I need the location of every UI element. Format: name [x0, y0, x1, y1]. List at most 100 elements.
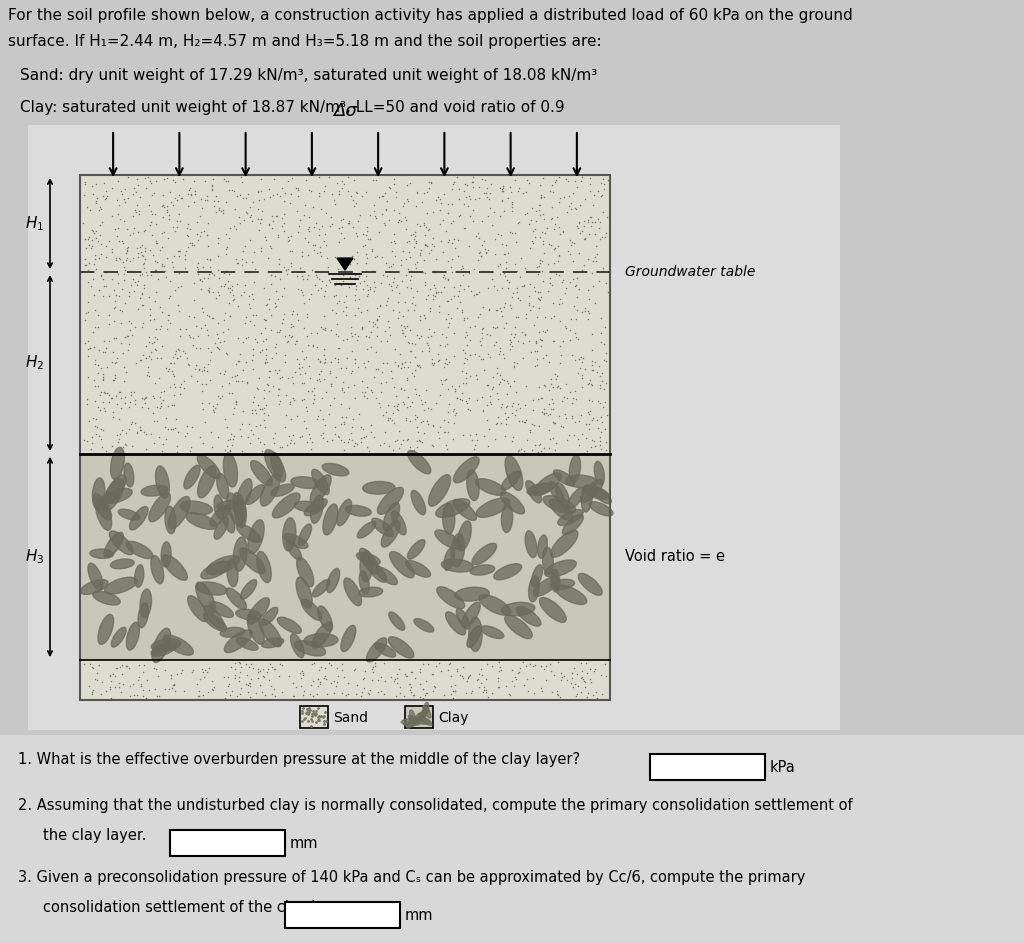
- Point: [543, 656, 559, 671]
- Point: [291, 218, 307, 233]
- Point: [85, 660, 101, 675]
- Point: [595, 172, 611, 187]
- Ellipse shape: [455, 587, 489, 601]
- Ellipse shape: [551, 579, 574, 589]
- Point: [96, 175, 113, 190]
- Point: [125, 251, 141, 266]
- Point: [341, 279, 357, 294]
- Point: [582, 184, 598, 199]
- Ellipse shape: [248, 598, 269, 624]
- Point: [254, 402, 270, 417]
- Point: [420, 338, 436, 353]
- Point: [108, 288, 124, 303]
- Point: [541, 382, 557, 397]
- Point: [474, 322, 490, 337]
- Point: [200, 664, 216, 679]
- Point: [302, 184, 318, 199]
- Point: [368, 280, 384, 295]
- Point: [458, 190, 474, 205]
- Point: [84, 685, 100, 700]
- Point: [94, 394, 111, 409]
- Point: [294, 703, 310, 719]
- Point: [275, 193, 292, 208]
- Point: [188, 226, 205, 241]
- Point: [545, 396, 561, 411]
- Point: [333, 397, 349, 412]
- Point: [399, 178, 416, 193]
- Point: [369, 312, 385, 327]
- Point: [315, 183, 332, 198]
- Point: [379, 193, 395, 208]
- Point: [77, 252, 93, 267]
- Point: [199, 252, 215, 267]
- Point: [292, 367, 308, 382]
- Point: [541, 422, 557, 438]
- Point: [315, 356, 332, 371]
- Point: [305, 199, 322, 214]
- Ellipse shape: [198, 455, 220, 479]
- Point: [323, 657, 339, 672]
- Point: [154, 198, 170, 213]
- Ellipse shape: [337, 499, 351, 526]
- Point: [419, 185, 435, 200]
- Point: [318, 713, 335, 728]
- Point: [267, 688, 284, 703]
- Point: [599, 407, 615, 422]
- Point: [294, 392, 310, 407]
- Point: [87, 356, 103, 371]
- Point: [596, 353, 612, 368]
- Point: [393, 273, 410, 289]
- Point: [459, 352, 475, 367]
- Point: [414, 396, 430, 411]
- Point: [524, 658, 541, 673]
- Point: [481, 303, 498, 318]
- Point: [399, 193, 416, 208]
- Point: [252, 215, 268, 230]
- Point: [553, 665, 569, 680]
- Point: [181, 235, 198, 250]
- Point: [366, 315, 382, 330]
- Point: [438, 441, 455, 456]
- Point: [147, 233, 164, 248]
- Point: [498, 679, 514, 694]
- Point: [336, 417, 352, 432]
- Point: [273, 180, 290, 195]
- Point: [327, 250, 343, 265]
- Point: [138, 267, 155, 282]
- Point: [417, 274, 433, 290]
- Point: [541, 396, 557, 411]
- Point: [109, 192, 125, 207]
- Point: [258, 341, 274, 356]
- Point: [115, 658, 131, 673]
- Point: [143, 207, 160, 222]
- Point: [401, 250, 418, 265]
- Point: [461, 669, 477, 684]
- Point: [399, 669, 416, 684]
- Point: [478, 377, 495, 392]
- Point: [581, 376, 597, 391]
- Point: [338, 361, 354, 376]
- Point: [142, 175, 159, 190]
- Point: [546, 222, 562, 237]
- Point: [546, 416, 562, 431]
- Point: [384, 274, 400, 290]
- Point: [581, 283, 597, 298]
- Point: [527, 336, 544, 351]
- Point: [245, 307, 261, 323]
- Point: [355, 273, 372, 289]
- Point: [366, 370, 382, 385]
- Point: [534, 264, 550, 279]
- Text: Void ratio = e: Void ratio = e: [625, 550, 725, 565]
- Point: [446, 279, 463, 294]
- Point: [158, 263, 174, 278]
- Point: [424, 438, 440, 453]
- Point: [202, 251, 218, 266]
- Point: [531, 229, 548, 244]
- Point: [112, 384, 128, 399]
- Point: [167, 190, 183, 206]
- Point: [393, 318, 410, 333]
- Point: [260, 250, 276, 265]
- Point: [155, 188, 171, 203]
- Point: [190, 689, 207, 704]
- Point: [573, 670, 590, 685]
